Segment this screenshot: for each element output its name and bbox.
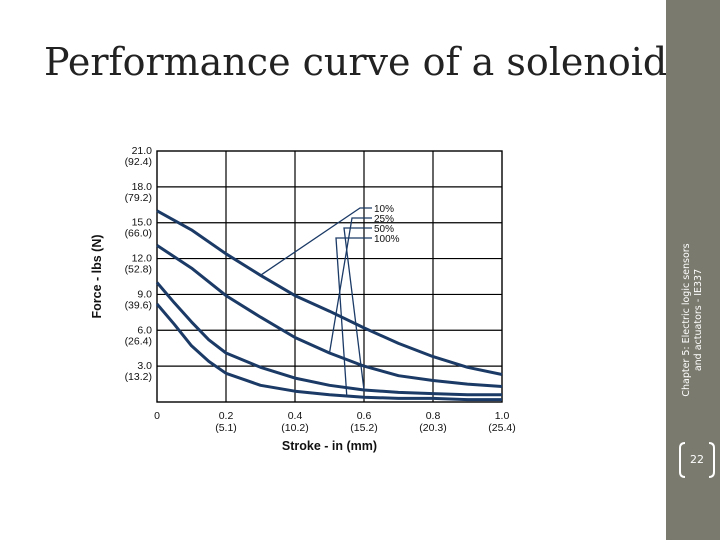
x-tick-label: 1.0 bbox=[495, 410, 510, 422]
sidebar-line-1: Chapter 5: Electric logic sensors bbox=[681, 243, 692, 397]
x-tick-label: 0.4 bbox=[288, 410, 303, 422]
x-tick-label: 0.8 bbox=[426, 410, 441, 422]
slide-title: Performance curve of a solenoid bbox=[44, 40, 668, 84]
x-tick-label-mm: (20.3) bbox=[419, 422, 446, 434]
y-tick-label-n: (79.2) bbox=[125, 192, 152, 204]
legend-label: 25% bbox=[374, 214, 394, 225]
series-line bbox=[155, 281, 502, 397]
sidebar-course-label: Chapter 5: Electric logic sensors and ac… bbox=[681, 220, 705, 420]
y-tick-label-n: (13.2) bbox=[125, 371, 152, 383]
legend-label: 100% bbox=[374, 234, 400, 245]
legend-leader-line bbox=[335, 237, 372, 397]
x-tick-label-mm: (15.2) bbox=[350, 422, 377, 434]
y-tick-label-n: (66.0) bbox=[125, 228, 152, 240]
y-axis-label: Force - lbs (N) bbox=[90, 234, 104, 318]
x-tick-label-mm: (5.1) bbox=[215, 422, 237, 434]
y-tick-label: 15.0 bbox=[132, 217, 153, 229]
y-tick-label-n: (26.4) bbox=[125, 335, 152, 347]
performance-chart: 0 0.2(5.1)0.4(10.2)0.6(15.2)0.8(20.3)1.0(… bbox=[90, 145, 516, 453]
page-number: 22 bbox=[690, 453, 704, 466]
legend-leader-line bbox=[343, 227, 372, 391]
legend-leader-line bbox=[328, 217, 372, 354]
chart-image: 0 0.2 (5.1) 0.4 (10.2) 0.6 (15.2) 0.8 (20.3) 1.0(… bbox=[82, 117, 582, 463]
sidebar bbox=[666, 0, 720, 540]
y-tick-label: 21.0 bbox=[132, 145, 153, 157]
page-number-bracket-icon bbox=[679, 442, 715, 478]
y-tick-label: 9.0 bbox=[137, 288, 152, 300]
series-line bbox=[156, 244, 503, 388]
legend-leader-line bbox=[260, 207, 372, 276]
legend-label: 50% bbox=[374, 224, 394, 235]
sidebar-line-2: and actuators - IE337 bbox=[693, 268, 704, 372]
y-tick-label: 18.0 bbox=[132, 181, 153, 193]
legend-label: 10% bbox=[374, 204, 394, 215]
y-tick-label-n: (92.4) bbox=[125, 156, 152, 168]
y-tick-label: 3.0 bbox=[137, 360, 152, 372]
x-tick-label: 0 bbox=[154, 410, 160, 422]
x-tick-label-mm: (10.2) bbox=[281, 422, 308, 434]
x-tick-label: 0.2 bbox=[219, 410, 234, 422]
x-tick-label: 0.6 bbox=[357, 410, 372, 422]
plot-frame bbox=[156, 150, 503, 403]
y-tick-label-n: (52.8) bbox=[125, 264, 152, 276]
y-tick-label-n: (39.6) bbox=[125, 299, 152, 311]
y-tick-label: 12.0 bbox=[132, 253, 153, 265]
y-tick-label: 6.0 bbox=[137, 324, 152, 336]
series-line bbox=[155, 303, 502, 402]
series-line bbox=[156, 209, 503, 376]
x-tick-label-mm: (25.4) bbox=[488, 422, 515, 434]
x-axis-label: Stroke - in (mm) bbox=[282, 439, 377, 453]
